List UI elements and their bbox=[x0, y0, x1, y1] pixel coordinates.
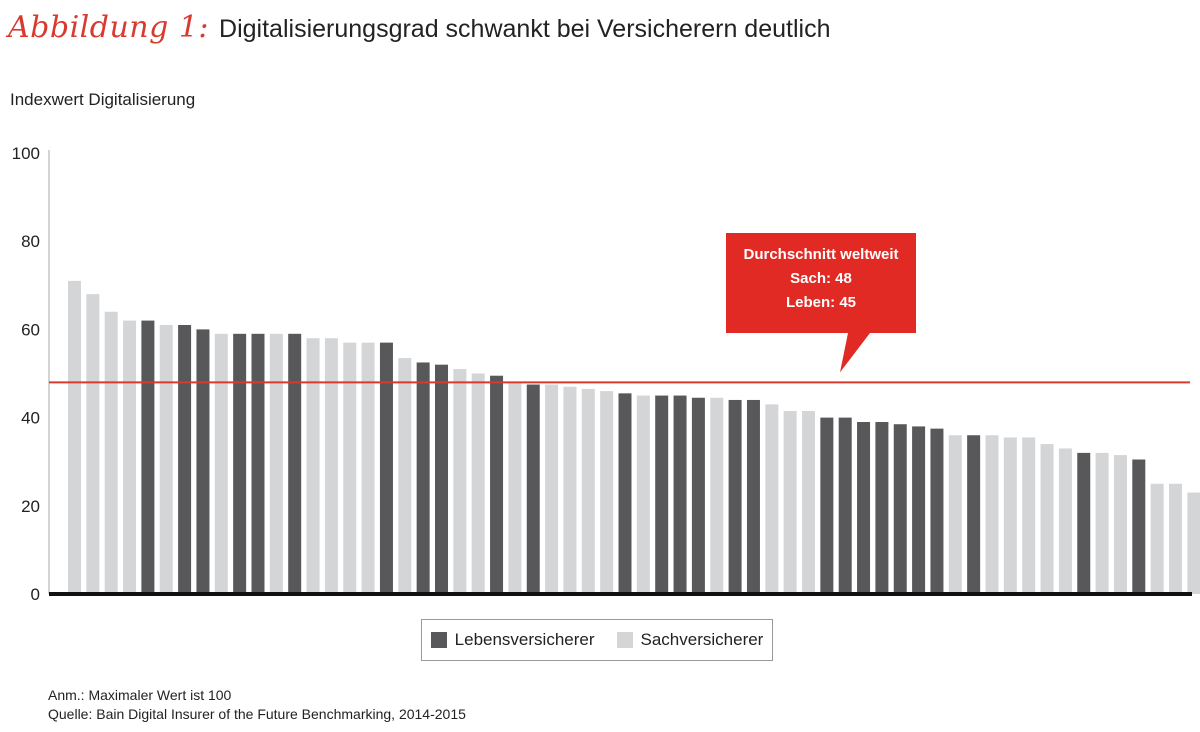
bar-61-sach bbox=[1169, 483, 1182, 594]
y-tick-label: 60 bbox=[21, 320, 40, 339]
legend-swatch-sach bbox=[616, 632, 633, 648]
bar-11-leben bbox=[251, 333, 265, 594]
bar-23-sach bbox=[471, 373, 485, 594]
bar-37-leben bbox=[728, 399, 742, 594]
callout-label-heading: Durchschnitt weltweit bbox=[743, 246, 898, 263]
bar-5-leben bbox=[141, 320, 155, 594]
y-tick-label: 100 bbox=[12, 144, 40, 163]
bar-17-sach bbox=[361, 342, 375, 594]
y-tick-label: 80 bbox=[21, 232, 40, 251]
bar-52-sach bbox=[1003, 437, 1017, 594]
bar-13-leben bbox=[288, 333, 302, 594]
bar-46-leben bbox=[893, 424, 907, 594]
legend-item-sach: Sachversicherer bbox=[616, 630, 764, 650]
bar-20-leben bbox=[416, 362, 430, 594]
bar-21-leben bbox=[435, 364, 448, 594]
bar-54-sach bbox=[1040, 444, 1054, 594]
bar-27-sach bbox=[545, 384, 559, 594]
bar-25-sach bbox=[508, 382, 522, 594]
bar-1-sach bbox=[68, 280, 81, 594]
footnotes: Anm.: Maximaler Wert ist 100 Quelle: Bai… bbox=[48, 686, 466, 724]
bar-41-sach bbox=[802, 410, 815, 594]
callout-label-leben: Leben: 45 bbox=[786, 294, 856, 311]
chart-title: Digitalisierungsgrad schwankt bei Versic… bbox=[219, 15, 831, 43]
legend-label-leben: Lebensversicherer bbox=[454, 630, 595, 649]
bar-4-sach bbox=[123, 320, 137, 594]
bar-45-leben bbox=[875, 422, 889, 594]
bar-36-sach bbox=[710, 397, 724, 594]
note-source: Quelle: Bain Digital Insurer of the Futu… bbox=[48, 706, 466, 722]
bar-62-sach bbox=[1187, 492, 1200, 594]
figure-title: Abbildung 1: Digitalisierungsgrad schwank… bbox=[8, 10, 830, 45]
bar-58-sach bbox=[1113, 455, 1127, 594]
bar-39-sach bbox=[765, 404, 779, 594]
figure-label: Abbildung 1: bbox=[8, 10, 210, 45]
legend-swatch-leben bbox=[430, 632, 447, 648]
y-axis-label: Indexwert Digitalisierung bbox=[10, 90, 196, 109]
bar-18-leben bbox=[379, 342, 393, 594]
bar-59-leben bbox=[1132, 459, 1146, 594]
y-tick-label: 0 bbox=[31, 585, 40, 604]
bar-49-sach bbox=[948, 435, 962, 594]
bar-6-sach bbox=[159, 324, 173, 594]
bar-35-leben bbox=[691, 397, 705, 594]
bar-7-leben bbox=[178, 324, 192, 594]
bar-47-leben bbox=[912, 426, 926, 594]
legend: Lebensversicherer Sachversicherer bbox=[421, 619, 773, 661]
bar-3-sach bbox=[104, 311, 118, 594]
bar-42-leben bbox=[820, 417, 834, 594]
bar-15-sach bbox=[324, 338, 338, 594]
bar-57-sach bbox=[1095, 452, 1109, 594]
bar-12-sach bbox=[269, 333, 283, 594]
bar-29-sach bbox=[581, 388, 595, 594]
y-tick-label: 40 bbox=[21, 409, 40, 428]
bar-53-sach bbox=[1022, 437, 1036, 594]
bar-32-sach bbox=[636, 395, 650, 594]
bar-50-leben bbox=[967, 435, 981, 594]
bar-10-leben bbox=[233, 333, 247, 594]
bar-24-leben bbox=[490, 375, 504, 594]
bar-14-sach bbox=[306, 338, 320, 594]
bar-22-sach bbox=[453, 369, 467, 594]
bar-2-sach bbox=[86, 294, 100, 594]
legend-item-leben: Lebensversicherer bbox=[430, 630, 595, 650]
legend-label-sach: Sachversicherer bbox=[640, 630, 764, 649]
callout-label-sach: Sach: 48 bbox=[790, 270, 852, 287]
bar-31-leben bbox=[618, 393, 632, 594]
bar-8-leben bbox=[196, 329, 210, 594]
bar-9-sach bbox=[214, 333, 228, 594]
bar-34-leben bbox=[673, 395, 687, 594]
bar-60-sach bbox=[1150, 483, 1164, 594]
average-callout bbox=[726, 233, 916, 373]
bar-chart: 0 20 40 60 80 100 Durchschnitt weltweit Sach: 4… bbox=[12, 144, 1200, 604]
bar-30-sach bbox=[600, 391, 614, 594]
bar-16-sach bbox=[343, 342, 357, 594]
y-tick-label: 20 bbox=[21, 497, 40, 516]
bar-38-leben bbox=[746, 399, 760, 594]
bar-48-leben bbox=[930, 428, 944, 595]
bar-19-sach bbox=[398, 358, 412, 594]
bar-51-sach bbox=[985, 435, 999, 594]
bar-44-leben bbox=[857, 422, 871, 594]
bar-56-leben bbox=[1077, 452, 1091, 594]
bar-28-sach bbox=[563, 386, 577, 594]
bar-55-sach bbox=[1058, 448, 1072, 594]
bar-40-sach bbox=[783, 410, 797, 594]
bar-43-leben bbox=[838, 417, 852, 594]
bar-33-leben bbox=[655, 395, 669, 594]
bar-26-leben bbox=[526, 384, 540, 594]
note-anm: Anm.: Maximaler Wert ist 100 bbox=[48, 687, 232, 703]
